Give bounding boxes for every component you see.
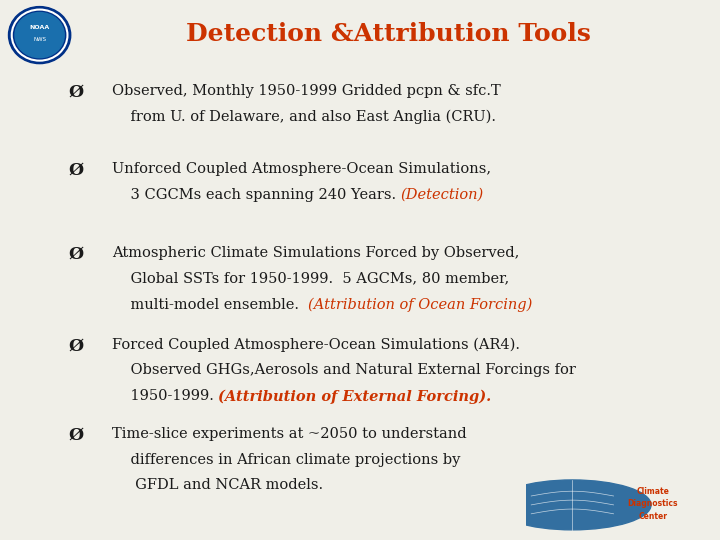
Text: Unforced Coupled Atmosphere-Ocean Simulations,: Unforced Coupled Atmosphere-Ocean Simula… <box>112 162 491 176</box>
Circle shape <box>9 6 71 64</box>
Text: Time-slice experiments at ~2050 to understand: Time-slice experiments at ~2050 to under… <box>112 427 467 441</box>
Text: (Attribution of External Forcing).: (Attribution of External Forcing). <box>218 389 491 404</box>
Text: Center: Center <box>639 512 667 521</box>
Text: Ø: Ø <box>68 84 84 100</box>
Text: (Attribution of Ocean Forcing): (Attribution of Ocean Forcing) <box>308 298 532 312</box>
Text: Detection &Attribution Tools: Detection &Attribution Tools <box>186 22 591 45</box>
Circle shape <box>15 12 64 58</box>
Text: Forced Coupled Atmosphere-Ocean Simulations (AR4).: Forced Coupled Atmosphere-Ocean Simulati… <box>112 338 520 352</box>
Text: Observed GHGs,Aerosols and Natural External Forcings for: Observed GHGs,Aerosols and Natural Exter… <box>112 363 575 377</box>
Text: NWS: NWS <box>33 37 46 42</box>
Text: Global SSTs for 1950-1999.  5 AGCMs, 80 member,: Global SSTs for 1950-1999. 5 AGCMs, 80 m… <box>112 272 509 286</box>
Text: Climate: Climate <box>636 487 670 496</box>
Text: Atmospheric Climate Simulations Forced by Observed,: Atmospheric Climate Simulations Forced b… <box>112 246 519 260</box>
Text: from U. of Delaware, and also East Anglia (CRU).: from U. of Delaware, and also East Angli… <box>112 110 495 124</box>
Text: Diagnostics: Diagnostics <box>628 499 678 508</box>
Text: (Detection): (Detection) <box>400 188 484 202</box>
Text: differences in African climate projections by: differences in African climate projectio… <box>112 453 460 467</box>
Text: Ø: Ø <box>68 246 84 262</box>
Text: Ø: Ø <box>68 162 84 179</box>
Text: GFDL and NCAR models.: GFDL and NCAR models. <box>112 478 323 492</box>
Circle shape <box>494 480 651 530</box>
Text: Ø: Ø <box>68 338 84 354</box>
Text: 1950-1999.: 1950-1999. <box>112 389 218 403</box>
Text: 3 CGCMs each spanning 240 Years.: 3 CGCMs each spanning 240 Years. <box>112 188 400 202</box>
Text: Observed, Monthly 1950-1999 Gridded pcpn & sfc.T: Observed, Monthly 1950-1999 Gridded pcpn… <box>112 84 500 98</box>
Text: Ø: Ø <box>68 427 84 443</box>
Text: multi-model ensemble.: multi-model ensemble. <box>112 298 308 312</box>
Text: NOAA: NOAA <box>30 25 50 30</box>
